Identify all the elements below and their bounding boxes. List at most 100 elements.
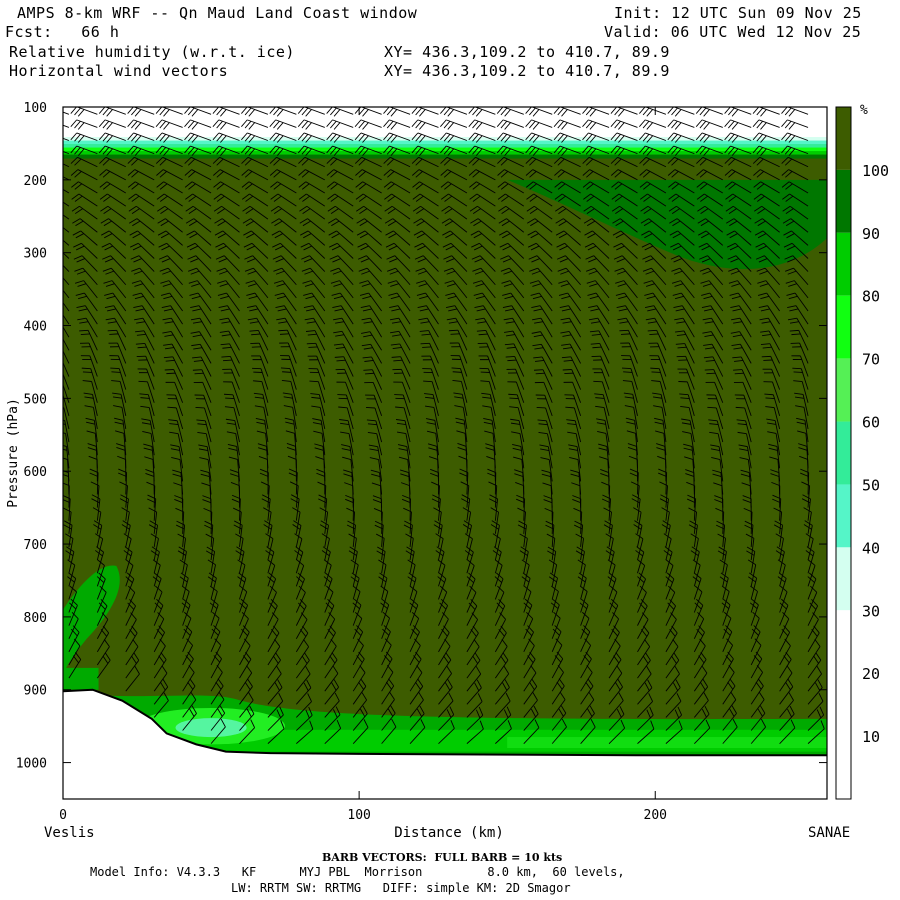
wind-barb-feather: [271, 218, 280, 224]
wind-barb-feather: [647, 321, 657, 324]
wind-barb-feather: [503, 665, 510, 674]
wind-barb-feather: [730, 305, 740, 309]
wind-barb-feather: [633, 524, 642, 530]
wind-barb-feather: [133, 305, 143, 309]
wind-barb-shaft: [438, 511, 442, 534]
wind-barb: [667, 132, 695, 143]
wind-barb-feather: [582, 157, 590, 164]
wind-barb-feather: [159, 195, 168, 202]
wind-barb-feather: [639, 132, 646, 141]
wind-barb: [525, 169, 553, 181]
wind-barb-shaft: [580, 726, 596, 744]
wind-barb-shaft: [690, 433, 695, 456]
wind-barb-feather: [389, 305, 399, 309]
wind-barb-feather: [643, 208, 652, 214]
wind-barb: [174, 495, 184, 521]
wind-barb: [473, 292, 496, 312]
wind-barb: [715, 520, 726, 548]
wind-barb-feather: [134, 666, 140, 675]
wind-barb-feather: [204, 520, 213, 526]
wind-barb-shaft: [352, 618, 363, 639]
wind-barb-feather: [335, 321, 345, 324]
wind-barb-feather: [130, 255, 140, 260]
wind-barb-feather: [273, 183, 282, 190]
wind-barb-feather: [414, 242, 423, 248]
wind-barb-feather: [297, 572, 305, 580]
wind-barb-feather: [210, 598, 219, 606]
wind-barb-feather: [585, 267, 595, 272]
wind-barb-feather: [319, 507, 328, 513]
wind-barb-feather: [494, 559, 503, 566]
wind-barb: [537, 419, 553, 443]
wind-barb-feather: [369, 448, 379, 451]
wind-barb: [441, 218, 468, 233]
wind-barb-feather: [557, 664, 564, 673]
wind-barb-feather: [361, 331, 371, 334]
wind-barb-feather: [733, 347, 743, 350]
wind-barb-feather: [618, 148, 625, 156]
wind-barb-feather: [472, 183, 481, 190]
wind-barb-feather: [529, 183, 537, 190]
wind-barb: [63, 188, 70, 194]
wind-barb-shaft: [665, 619, 677, 639]
wind-barb-feather: [502, 292, 512, 296]
wind-barb-feather: [533, 356, 543, 359]
wind-barb: [352, 665, 366, 692]
wind-barb-feather: [724, 107, 731, 114]
wind-barb-feather: [620, 333, 631, 335]
wind-barb: [114, 417, 127, 443]
wind-barb: [326, 156, 354, 168]
wind-barb-feather: [557, 195, 566, 202]
wind-barb: [72, 230, 98, 246]
wind-barb-feather: [417, 678, 424, 687]
wind-barb-feather: [704, 334, 714, 338]
wind-barb-feather: [766, 418, 776, 421]
wind-barb-feather: [553, 107, 561, 114]
wind-barb: [246, 305, 269, 325]
wind-barb-feather: [490, 507, 499, 513]
wind-barb: [335, 368, 354, 390]
wind-barb-feather: [773, 507, 782, 513]
wind-barb-feather: [386, 107, 394, 116]
wind-barb: [659, 494, 669, 521]
wind-barb-feather: [785, 171, 793, 178]
wind-barb-feather: [660, 494, 669, 500]
wind-barb-shaft: [750, 618, 760, 639]
wind-barb-feather: [703, 148, 710, 156]
wind-barb-feather: [49, 271, 57, 274]
wind-barb-feather: [336, 359, 346, 362]
wind-barb: [275, 305, 297, 325]
wind-barb-feather: [182, 598, 191, 606]
wind-barb-feather: [561, 718, 567, 728]
wind-barb: [160, 292, 183, 312]
wind-barb-shaft: [96, 565, 105, 587]
wind-barb: [558, 292, 581, 312]
wind-barb: [758, 305, 780, 325]
wind-barb-shaft: [401, 381, 411, 403]
wind-barb: [119, 481, 128, 508]
wind-barb-feather: [346, 507, 355, 513]
wind-barb-feather: [135, 308, 145, 312]
wind-barb-feather: [726, 638, 733, 646]
wind-barb-feather: [724, 169, 733, 176]
wind-barb: [414, 255, 439, 272]
wind-barb-feather: [263, 507, 272, 513]
wind-barb: [235, 533, 244, 561]
wind-barb: [70, 169, 98, 181]
wind-barb: [438, 612, 449, 639]
wind-barb: [616, 305, 638, 325]
wind-barb-feather: [470, 230, 479, 236]
wind-barb: [390, 330, 411, 351]
wind-barb: [555, 205, 581, 220]
wind-barb-feather: [172, 473, 182, 477]
wind-barb-feather: [387, 708, 394, 717]
wind-barb: [341, 444, 354, 469]
wind-barb-feather: [240, 598, 248, 606]
wind-barb-feather: [304, 270, 314, 275]
wind-barb-feather: [160, 280, 170, 284]
wind-barb: [360, 305, 383, 325]
wind-barb-feather: [99, 585, 107, 593]
wind-barb-feather: [650, 720, 655, 730]
wind-barb-feather: [216, 183, 225, 190]
wind-barb-feather: [446, 709, 452, 718]
